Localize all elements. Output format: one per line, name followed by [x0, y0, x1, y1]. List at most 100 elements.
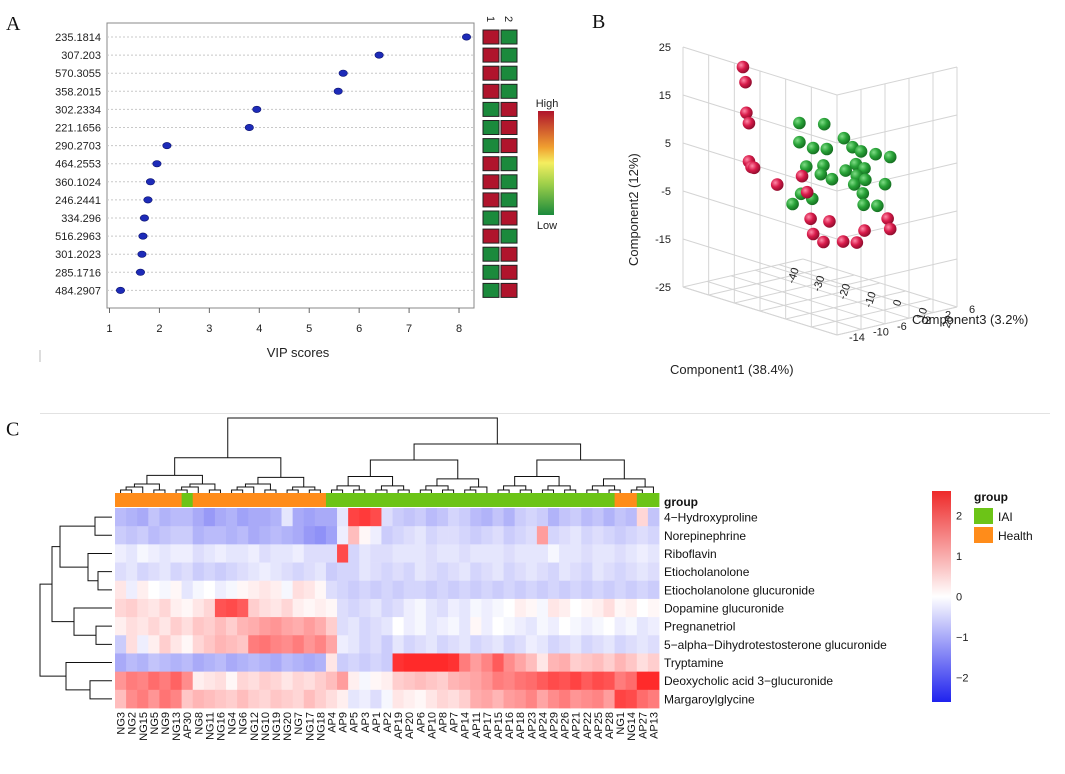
x-axis-title-3d: Component1 (38.4%): [670, 362, 794, 377]
x-tick-label-3d: -20: [837, 282, 853, 301]
heatmap-cell: [270, 671, 282, 691]
heatmap-cell: [237, 508, 249, 527]
vip-group-cell: [500, 120, 518, 135]
heatmap-cell: [581, 671, 593, 691]
legend-swatch-health: [974, 527, 993, 543]
heatmap-cell: [547, 653, 560, 673]
heatmap-cell: [248, 544, 260, 563]
heatmap-cell: [425, 689, 438, 709]
vip-feature-label: 235.1814: [55, 32, 101, 44]
heatmap-cell: [370, 635, 382, 654]
heatmap-cell: [381, 617, 393, 636]
vip-feature-label: 246.2441: [55, 195, 101, 207]
heatmap-cell: [559, 689, 571, 709]
heatmap-cell: [170, 689, 183, 709]
heatmap-cell: [248, 635, 260, 654]
heatmap-cell: [503, 635, 516, 654]
vip-color-scale: [538, 111, 554, 215]
heatmap-column-label: AP19: [393, 712, 405, 739]
heatmap-cell: [559, 635, 571, 654]
heatmap-cell: [570, 526, 582, 545]
heatmap-cell: [159, 671, 171, 691]
heatmap-cell: [559, 617, 571, 636]
point-iai-3d: [854, 145, 868, 158]
heatmap-cell: [647, 544, 660, 563]
heatmap-column-label: AP15: [493, 712, 505, 739]
heatmap-cell: [237, 562, 249, 582]
vip-group-cell: [500, 264, 518, 280]
point-health-3d: [736, 60, 750, 74]
heatmap-cell: [226, 526, 238, 545]
heatmap-cell: [392, 689, 405, 709]
heatmap-cell: [348, 580, 360, 600]
heatmap-cell: [115, 653, 127, 673]
heatmap-cell: [636, 653, 649, 673]
heatmap-cell: [248, 689, 260, 709]
heatmap-cell: [436, 544, 449, 563]
heatmap-cell: [348, 562, 360, 582]
point-iai-3d: [871, 199, 884, 213]
heatmap-cell: [603, 544, 615, 563]
heatmap-cell: [159, 508, 171, 527]
vip-plot-frame: [106, 22, 475, 309]
heatmap-cell: [603, 671, 615, 691]
heatmap-cell: [148, 508, 160, 527]
heatmap-cell: [148, 617, 160, 636]
heatmap-cell: [536, 653, 549, 673]
heatmap-cell: [203, 598, 216, 618]
x-tick-label-3d: 10: [915, 306, 930, 321]
point-iai-3d: [837, 131, 851, 145]
colorbar-tick-label: 2: [956, 510, 962, 522]
heatmap-cell: [603, 617, 615, 636]
heatmap-cell: [292, 544, 305, 563]
heatmap-cell: [226, 689, 238, 709]
heatmap-column-label: NG6: [238, 712, 250, 735]
heatmap-cell: [647, 689, 660, 709]
heatmap-cell: [425, 508, 438, 527]
heatmap-cell: [126, 635, 138, 654]
heatmap-cell: [226, 635, 238, 654]
x-tick-label-3d: 0: [891, 298, 904, 308]
heatmap-cell: [337, 544, 349, 563]
point-health-3d: [795, 169, 809, 183]
heatmap-cell: [359, 617, 371, 636]
vip-feature-label: 464.2553: [55, 159, 101, 171]
heatmap-cell: [303, 598, 316, 618]
heatmap-cell: [181, 562, 194, 582]
heatmap-cell: [148, 526, 160, 545]
heatmap-cell: [481, 508, 493, 527]
heatmap-cell: [159, 562, 171, 582]
heatmap-cell: [581, 544, 593, 563]
heatmap-column-label: AP29: [549, 712, 561, 739]
legend-high-label: High: [536, 98, 559, 110]
heatmap-cell: [425, 653, 438, 673]
group-bar-cell: [647, 493, 660, 507]
heatmap-cell: [459, 653, 471, 673]
point-iai-3d: [793, 135, 806, 149]
column-dendrogram: [120, 417, 654, 493]
heatmap-cell: [348, 526, 360, 545]
heatmap-column-label: AP27: [637, 712, 649, 739]
heatmap-cell: [192, 580, 205, 600]
heatmap-cell: [214, 544, 227, 563]
heatmap-cell: [348, 598, 360, 618]
heatmap-cell: [325, 671, 338, 691]
heatmap-column-label: NG17: [304, 712, 316, 741]
heatmap-cell: [525, 562, 538, 582]
heatmap-column-label: AP14: [460, 712, 472, 739]
heatmap-cell: [525, 508, 538, 527]
heatmap-cell: [570, 671, 582, 691]
heatmap-cell: [281, 580, 294, 600]
heatmap-column-label: AP1: [371, 712, 383, 733]
heatmap-cell: [603, 689, 615, 709]
heatmap-cell: [226, 544, 238, 563]
point-health-3d: [881, 212, 894, 225]
heatmap-cell: [226, 598, 238, 618]
heatmap-cell: [348, 653, 360, 673]
heatmap-cell: [536, 544, 549, 563]
heatmap-cell: [448, 617, 460, 636]
heatmap-cell: [159, 598, 171, 618]
heatmap-feature-label: Etiocholanolone: [664, 565, 750, 579]
heatmap-cell: [559, 508, 571, 527]
heatmap-cell: [170, 671, 183, 691]
